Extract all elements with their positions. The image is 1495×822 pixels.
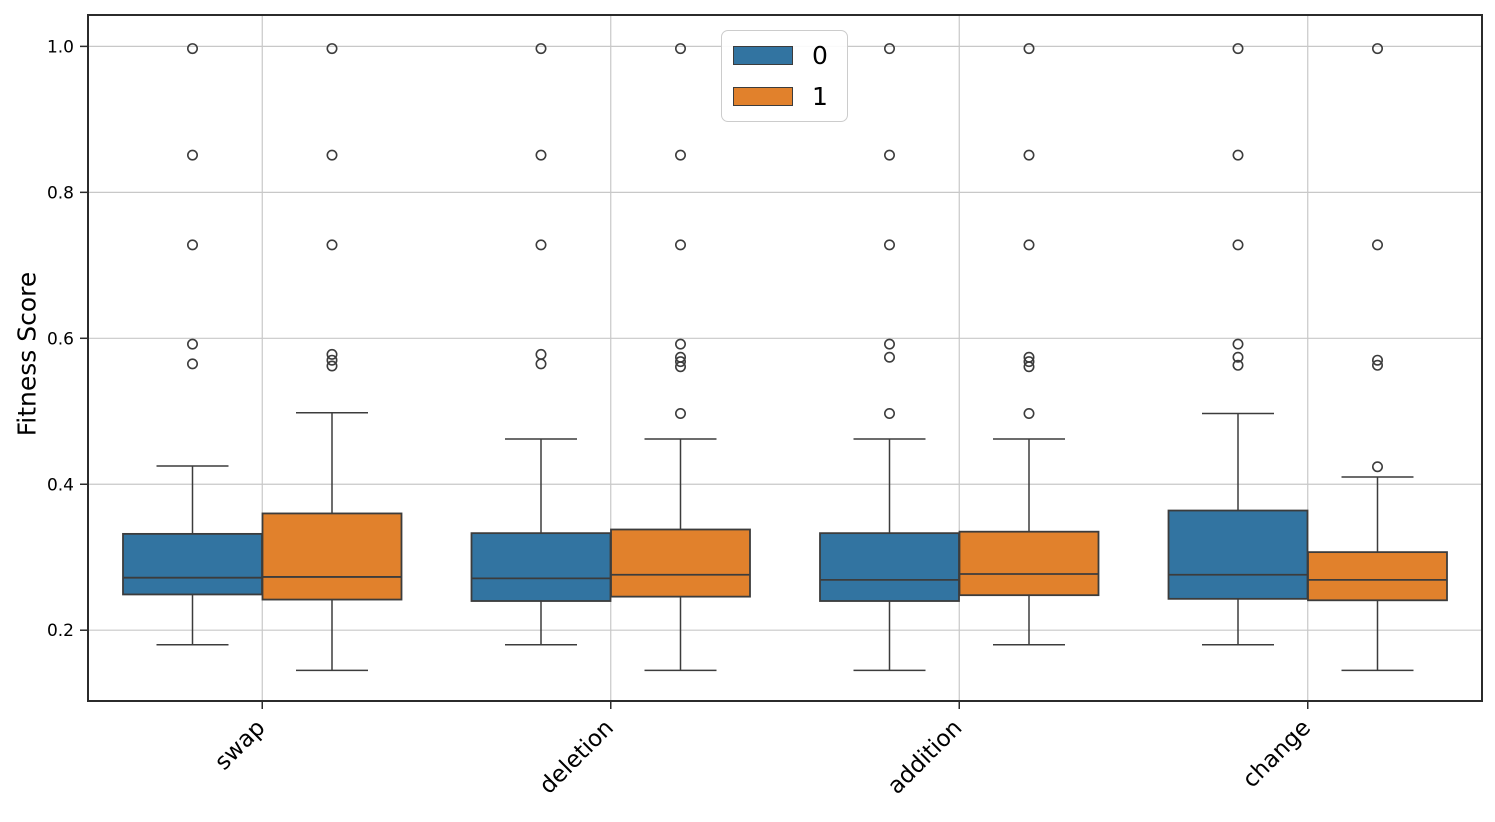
outlier-point-0-addition bbox=[883, 149, 895, 161]
outlier-point-0-change bbox=[1232, 239, 1244, 251]
box-1-addition bbox=[958, 530, 1100, 597]
outlier-point-0-deletion bbox=[535, 43, 547, 55]
outlier-point-1-addition bbox=[1023, 356, 1035, 368]
outlier-point-0-addition bbox=[883, 338, 895, 350]
outlier-point-1-swap bbox=[326, 149, 338, 161]
outlier-point-0-addition bbox=[883, 43, 895, 55]
box-0-deletion bbox=[470, 532, 612, 602]
outlier-point-1-deletion bbox=[674, 356, 686, 368]
legend-swatch-1 bbox=[733, 87, 793, 106]
outlier-point-1-change bbox=[1372, 43, 1384, 55]
outlier-point-0-swap bbox=[187, 239, 199, 251]
outlier-point-1-swap bbox=[326, 43, 338, 55]
outlier-point-1-swap bbox=[326, 348, 338, 360]
outlier-point-1-change bbox=[1372, 354, 1384, 366]
outlier-point-0-swap bbox=[187, 358, 199, 370]
y-axis-title: Fitness Score bbox=[12, 271, 42, 437]
y-tick-label: 1.0 bbox=[47, 37, 74, 57]
x-category-label-addition: addition bbox=[883, 715, 968, 800]
outlier-point-0-change bbox=[1232, 43, 1244, 55]
legend-swatch-0 bbox=[733, 46, 793, 65]
outlier-point-0-addition bbox=[883, 351, 895, 363]
box-1-swap bbox=[261, 512, 403, 601]
outlier-point-0-deletion bbox=[535, 149, 547, 161]
outlier-point-1-addition bbox=[1023, 149, 1035, 161]
outlier-point-1-addition bbox=[1023, 43, 1035, 55]
legend-row-0: 0 bbox=[733, 43, 833, 68]
x-category-label-change: change bbox=[1238, 715, 1316, 793]
box-0-change bbox=[1167, 509, 1309, 600]
box-1-deletion bbox=[610, 528, 751, 598]
outlier-point-0-deletion bbox=[535, 348, 547, 360]
box-0-swap bbox=[122, 532, 263, 596]
y-tick-label: 0.4 bbox=[47, 475, 74, 495]
outlier-point-1-deletion bbox=[674, 239, 686, 251]
outlier-point-0-addition bbox=[883, 407, 895, 419]
outlier-point-0-deletion bbox=[535, 239, 547, 251]
outlier-point-0-swap bbox=[187, 43, 199, 55]
plot-border bbox=[87, 14, 1483, 702]
outlier-point-1-swap bbox=[326, 354, 338, 366]
outlier-point-1-addition bbox=[1023, 407, 1035, 419]
outlier-point-1-deletion bbox=[674, 338, 686, 350]
outlier-point-1-deletion bbox=[674, 43, 686, 55]
x-category-label-swap: swap bbox=[210, 715, 270, 775]
outlier-point-1-addition bbox=[1023, 351, 1035, 363]
outlier-point-0-swap bbox=[187, 149, 199, 161]
box-1-change bbox=[1307, 551, 1448, 602]
y-tick-label: 0.2 bbox=[47, 621, 74, 641]
outlier-point-1-deletion bbox=[674, 407, 686, 419]
x-category-label-deletion: deletion bbox=[535, 715, 619, 799]
outlier-point-1-addition bbox=[1023, 239, 1035, 251]
outlier-point-1-deletion bbox=[674, 149, 686, 161]
outlier-point-1-swap bbox=[326, 360, 338, 372]
legend-label: 1 bbox=[812, 82, 828, 111]
outlier-point-1-swap bbox=[326, 239, 338, 251]
box-0-addition bbox=[819, 532, 960, 602]
outlier-point-0-change bbox=[1232, 149, 1244, 161]
outlier-point-1-change bbox=[1372, 359, 1384, 371]
y-tick-label: 0.6 bbox=[47, 329, 74, 349]
outlier-point-0-addition bbox=[883, 239, 895, 251]
outlier-point-0-change bbox=[1232, 351, 1244, 363]
outlier-point-0-change bbox=[1232, 359, 1244, 371]
y-tick-label: 0.8 bbox=[47, 183, 74, 203]
outlier-point-1-change bbox=[1372, 239, 1384, 251]
outlier-point-0-swap bbox=[187, 338, 199, 350]
outlier-point-1-change bbox=[1372, 461, 1384, 473]
outlier-point-1-deletion bbox=[674, 351, 686, 363]
outlier-point-0-deletion bbox=[535, 358, 547, 370]
outlier-point-0-change bbox=[1232, 338, 1244, 350]
legend-label: 0 bbox=[812, 41, 828, 70]
legend-row-1: 1 bbox=[733, 84, 833, 109]
